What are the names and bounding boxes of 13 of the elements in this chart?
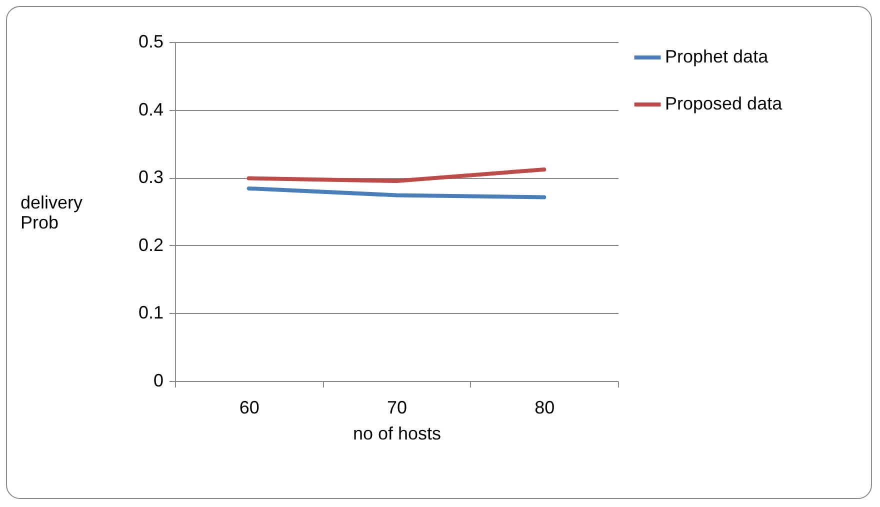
x-tick-label: 70 bbox=[386, 398, 408, 418]
y-tick-label: 0.3 bbox=[138, 167, 164, 188]
y-tick-label: 0.4 bbox=[138, 99, 164, 120]
y-axis-title: delivery Prob bbox=[20, 192, 83, 232]
legend-label: Prophet data bbox=[665, 46, 770, 66]
x-axis-title: no of hosts bbox=[352, 424, 442, 444]
legend-label: Proposed data bbox=[665, 94, 784, 114]
y-tick-label: 0.1 bbox=[138, 302, 164, 323]
x-tick-label: 60 bbox=[239, 398, 260, 418]
y-tick-label: 0.2 bbox=[138, 234, 164, 255]
y-tick-label: 0.5 bbox=[138, 32, 164, 52]
y-tick-label: 0 bbox=[153, 370, 164, 390]
x-tick-label: 80 bbox=[534, 398, 555, 418]
